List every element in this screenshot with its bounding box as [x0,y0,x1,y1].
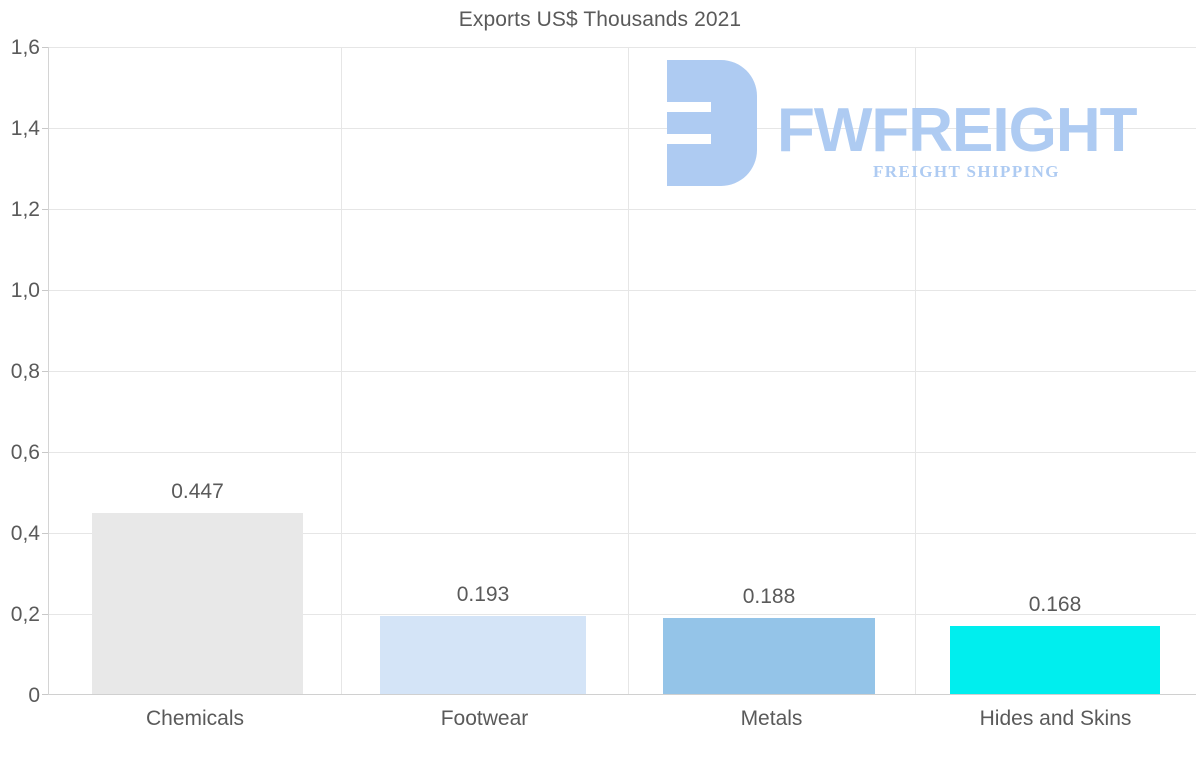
bar-value-label: 0.168 [1028,593,1082,616]
y-tick-label: 0 [28,684,40,707]
x-tick-label-metals: Metals [740,707,803,730]
bar-metals[interactable] [663,618,875,694]
bar-chemicals[interactable] [92,513,303,694]
gridline-horizontal [49,614,1196,615]
gridline-horizontal [49,47,1196,48]
y-tick-mark [42,694,49,695]
y-tick-mark [42,614,49,615]
y-tick-mark [42,47,49,48]
y-tick-label: 0,4 [10,522,40,545]
y-tick-mark [42,209,49,210]
bar-value-label: 0.193 [456,583,510,606]
bar-footwear[interactable] [380,616,586,694]
y-tick-mark [42,128,49,129]
gridline-horizontal [49,290,1196,291]
y-tick-label: 1,4 [10,117,40,140]
gridline-horizontal [49,452,1196,453]
gridline-horizontal [49,533,1196,534]
y-tick-label: 0,8 [10,360,40,383]
bar-value-label: 0.188 [742,585,796,608]
gridline-horizontal [49,209,1196,210]
y-tick-label: 1,2 [10,198,40,221]
x-tick-label-hides-and-skins: Hides and Skins [979,707,1132,730]
bar-hides-and-skins[interactable] [950,626,1160,694]
chart-title: Exports US$ Thousands 2021 [458,8,742,31]
y-tick-label: 0,2 [10,603,40,626]
x-axis-baseline [49,694,1196,695]
bar-value-label: 0.447 [171,480,224,503]
y-axis-tick-labels: 1,6 1,4 1,2 1,0 0,8 0,6 0,4 0,2 0 [0,0,40,763]
x-tick-label-chemicals: Chemicals [145,707,245,730]
y-tick-mark [42,290,49,291]
gridline-vertical [628,47,629,694]
gridline-vertical [915,47,916,694]
y-tick-label: 1,6 [10,36,40,59]
y-axis-line [48,47,49,695]
y-tick-mark [42,452,49,453]
y-tick-label: 1,0 [10,279,40,302]
plot-area [49,47,1196,695]
gridline-vertical [341,47,342,694]
y-tick-mark [42,371,49,372]
y-tick-mark [42,533,49,534]
y-tick-label: 0,6 [10,441,40,464]
x-tick-label-footwear: Footwear [440,707,529,730]
gridline-horizontal [49,371,1196,372]
gridline-horizontal [49,128,1196,129]
